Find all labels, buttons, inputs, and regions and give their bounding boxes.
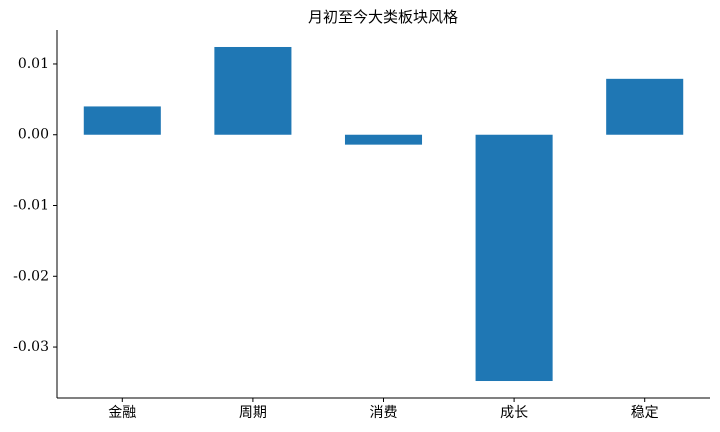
y-tick-label: -0.01 [13,198,49,214]
bar [344,134,423,145]
y-tick-label: -0.02 [13,268,49,284]
x-tick-label: 成长 [500,405,528,421]
x-tick-label: 消费 [370,405,398,421]
y-tick-label: 0.01 [18,56,49,72]
bar [606,78,684,135]
y-tick-label: -0.03 [13,339,49,355]
bar [83,106,161,135]
y-tick-label: 0.00 [18,127,49,143]
bar [214,46,292,135]
bar [475,134,553,382]
x-tick-label: 金融 [108,405,136,421]
chart-title: 月初至今大类板块风格 [308,8,458,26]
x-tick-label: 周期 [239,405,267,421]
x-tick-label: 稳定 [631,405,659,421]
